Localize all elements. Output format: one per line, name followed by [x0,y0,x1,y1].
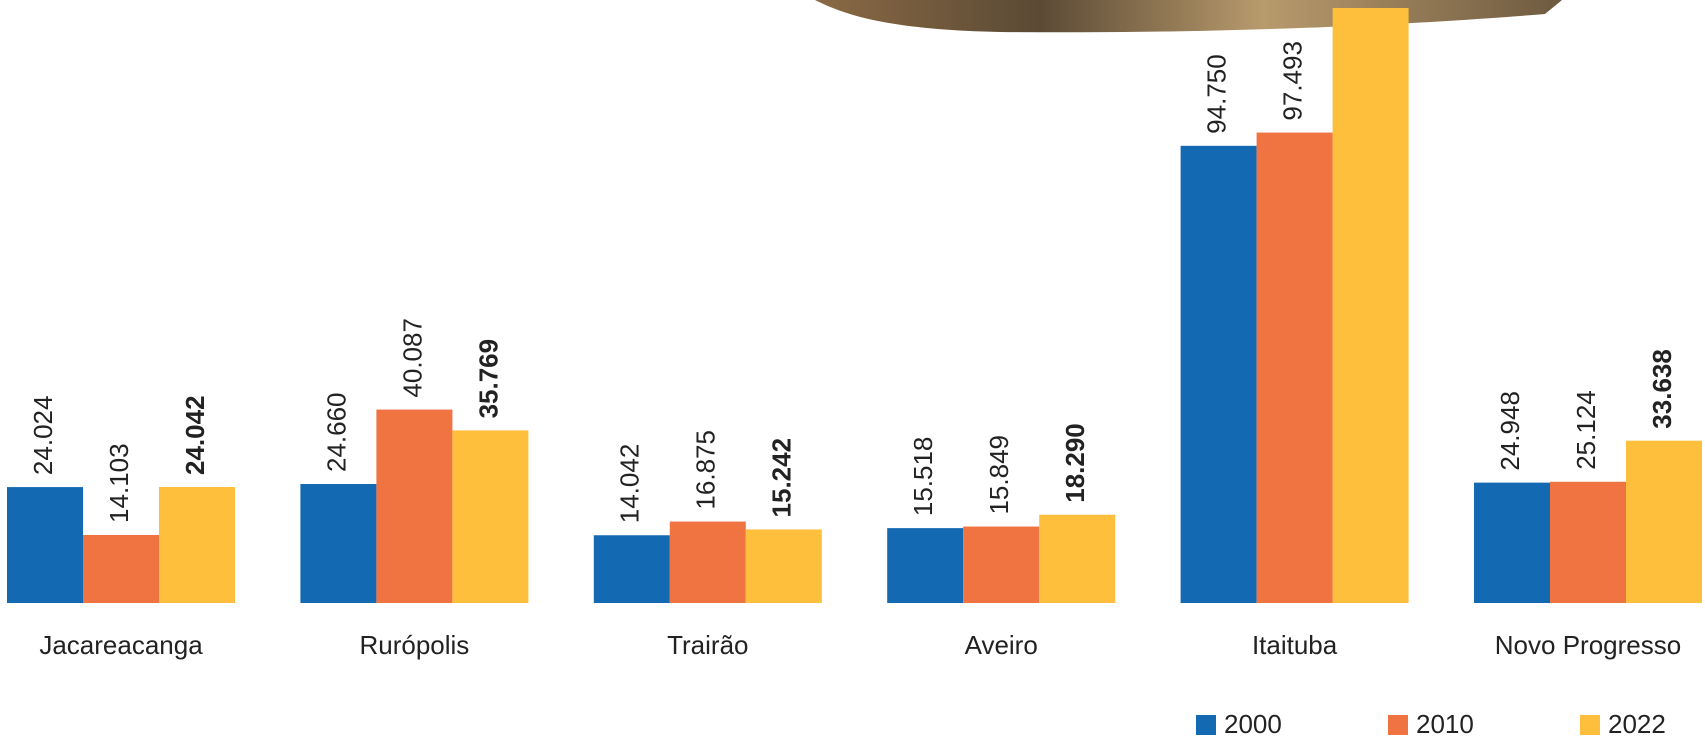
value-label: 25.124 [1571,390,1601,470]
value-label: 24.042 [180,395,210,475]
value-label: 35.769 [473,339,503,419]
bar [1257,133,1333,603]
bar [887,528,963,603]
bar [1550,482,1626,603]
value-label: 18.290 [1060,423,1090,503]
bar [746,529,822,603]
bar [1039,515,1115,603]
legend-swatch [1196,715,1216,735]
value-label: 40.087 [397,318,427,398]
legend-swatch [1388,715,1408,735]
chart: Jacareacanga 24.024 14.103 24.042 Rurópolis 2… [0,0,1705,741]
bar [1626,441,1702,603]
x-tick-label: Rurópolis [359,630,469,660]
bar [300,484,376,603]
bar [1333,8,1409,603]
value-label: 15.242 [767,438,797,518]
decorative-photo [815,0,1562,32]
bar [594,535,670,603]
bar [452,430,528,603]
x-tick-label: Trairão [667,630,748,660]
x-tick-label: Novo Progresso [1495,630,1681,660]
bar [1474,483,1550,603]
value-label: 14.042 [615,444,645,524]
value-label: 97.493 [1277,41,1307,121]
x-tick-label: Jacareacanga [39,630,203,660]
value-label: 15.849 [984,435,1014,515]
bar [1181,146,1257,603]
legend-label: 2000 [1224,709,1282,739]
bar [159,487,235,603]
value-label: 33.638 [1647,349,1677,429]
value-label: 24.948 [1495,391,1525,471]
bar [376,410,452,603]
bar [7,487,83,603]
value-label: 16.875 [691,430,721,510]
legend-swatch [1580,715,1600,735]
value-label: 24.660 [321,392,351,472]
x-tick-label: Itaituba [1252,630,1338,660]
value-label: 94.750 [1201,54,1231,134]
x-tick-label: Aveiro [965,630,1038,660]
bar [963,527,1039,603]
bar [83,535,159,603]
value-label: 15.518 [908,437,938,517]
legend-label: 2022 [1608,709,1666,739]
legend-label: 2010 [1416,709,1474,739]
value-label: 24.024 [28,396,58,476]
value-label: 14.103 [104,443,134,523]
bar [670,522,746,603]
